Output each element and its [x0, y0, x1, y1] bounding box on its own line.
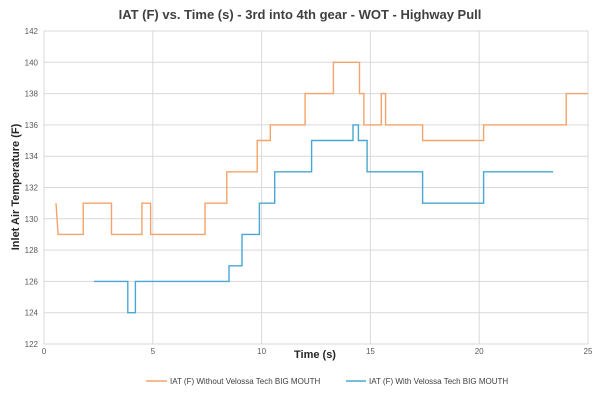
- chart-title: IAT (F) vs. Time (s) - 3rd into 4th gear…: [119, 7, 482, 22]
- y-tick-label: 140: [25, 58, 39, 67]
- y-tick-label: 134: [25, 152, 39, 161]
- x-tick-label: 20: [475, 347, 484, 356]
- y-tick-label: 122: [25, 340, 39, 349]
- series-line-without: [55, 61, 588, 236]
- y-tick-label: 126: [25, 277, 39, 286]
- y-tick-label: 132: [25, 184, 39, 193]
- series-group: [55, 61, 588, 314]
- x-tick-label: 25: [584, 347, 593, 356]
- y-tick-label: 124: [25, 309, 39, 318]
- y-tick-label: 128: [25, 246, 39, 255]
- y-axis-title: Inlet Air Temperature (F): [10, 123, 22, 250]
- y-tick-label: 138: [25, 90, 39, 99]
- legend-label-with: IAT (F) With Velossa Tech BIG MOUTH: [369, 377, 508, 386]
- x-tick-label: 10: [257, 347, 266, 356]
- x-tick-label: 0: [42, 347, 47, 356]
- x-tick-label: 5: [151, 347, 156, 356]
- series-line-with: [94, 124, 554, 314]
- legend-label-without: IAT (F) Without Velossa Tech BIG MOUTH: [170, 377, 320, 386]
- x-tick-label: 15: [366, 347, 375, 356]
- axes: 122 124 126 128 130 132 134 136 138 140 142 0 5 10 15 2…: [25, 27, 593, 356]
- y-tick-label: 142: [25, 27, 39, 36]
- gridlines: [43, 30, 589, 345]
- legend: IAT (F) Without Velossa Tech BIG MOUTH I…: [146, 377, 508, 386]
- x-axis-title: Time (s): [294, 349, 336, 361]
- y-tick-label: 136: [25, 121, 39, 130]
- y-tick-label: 130: [25, 215, 39, 224]
